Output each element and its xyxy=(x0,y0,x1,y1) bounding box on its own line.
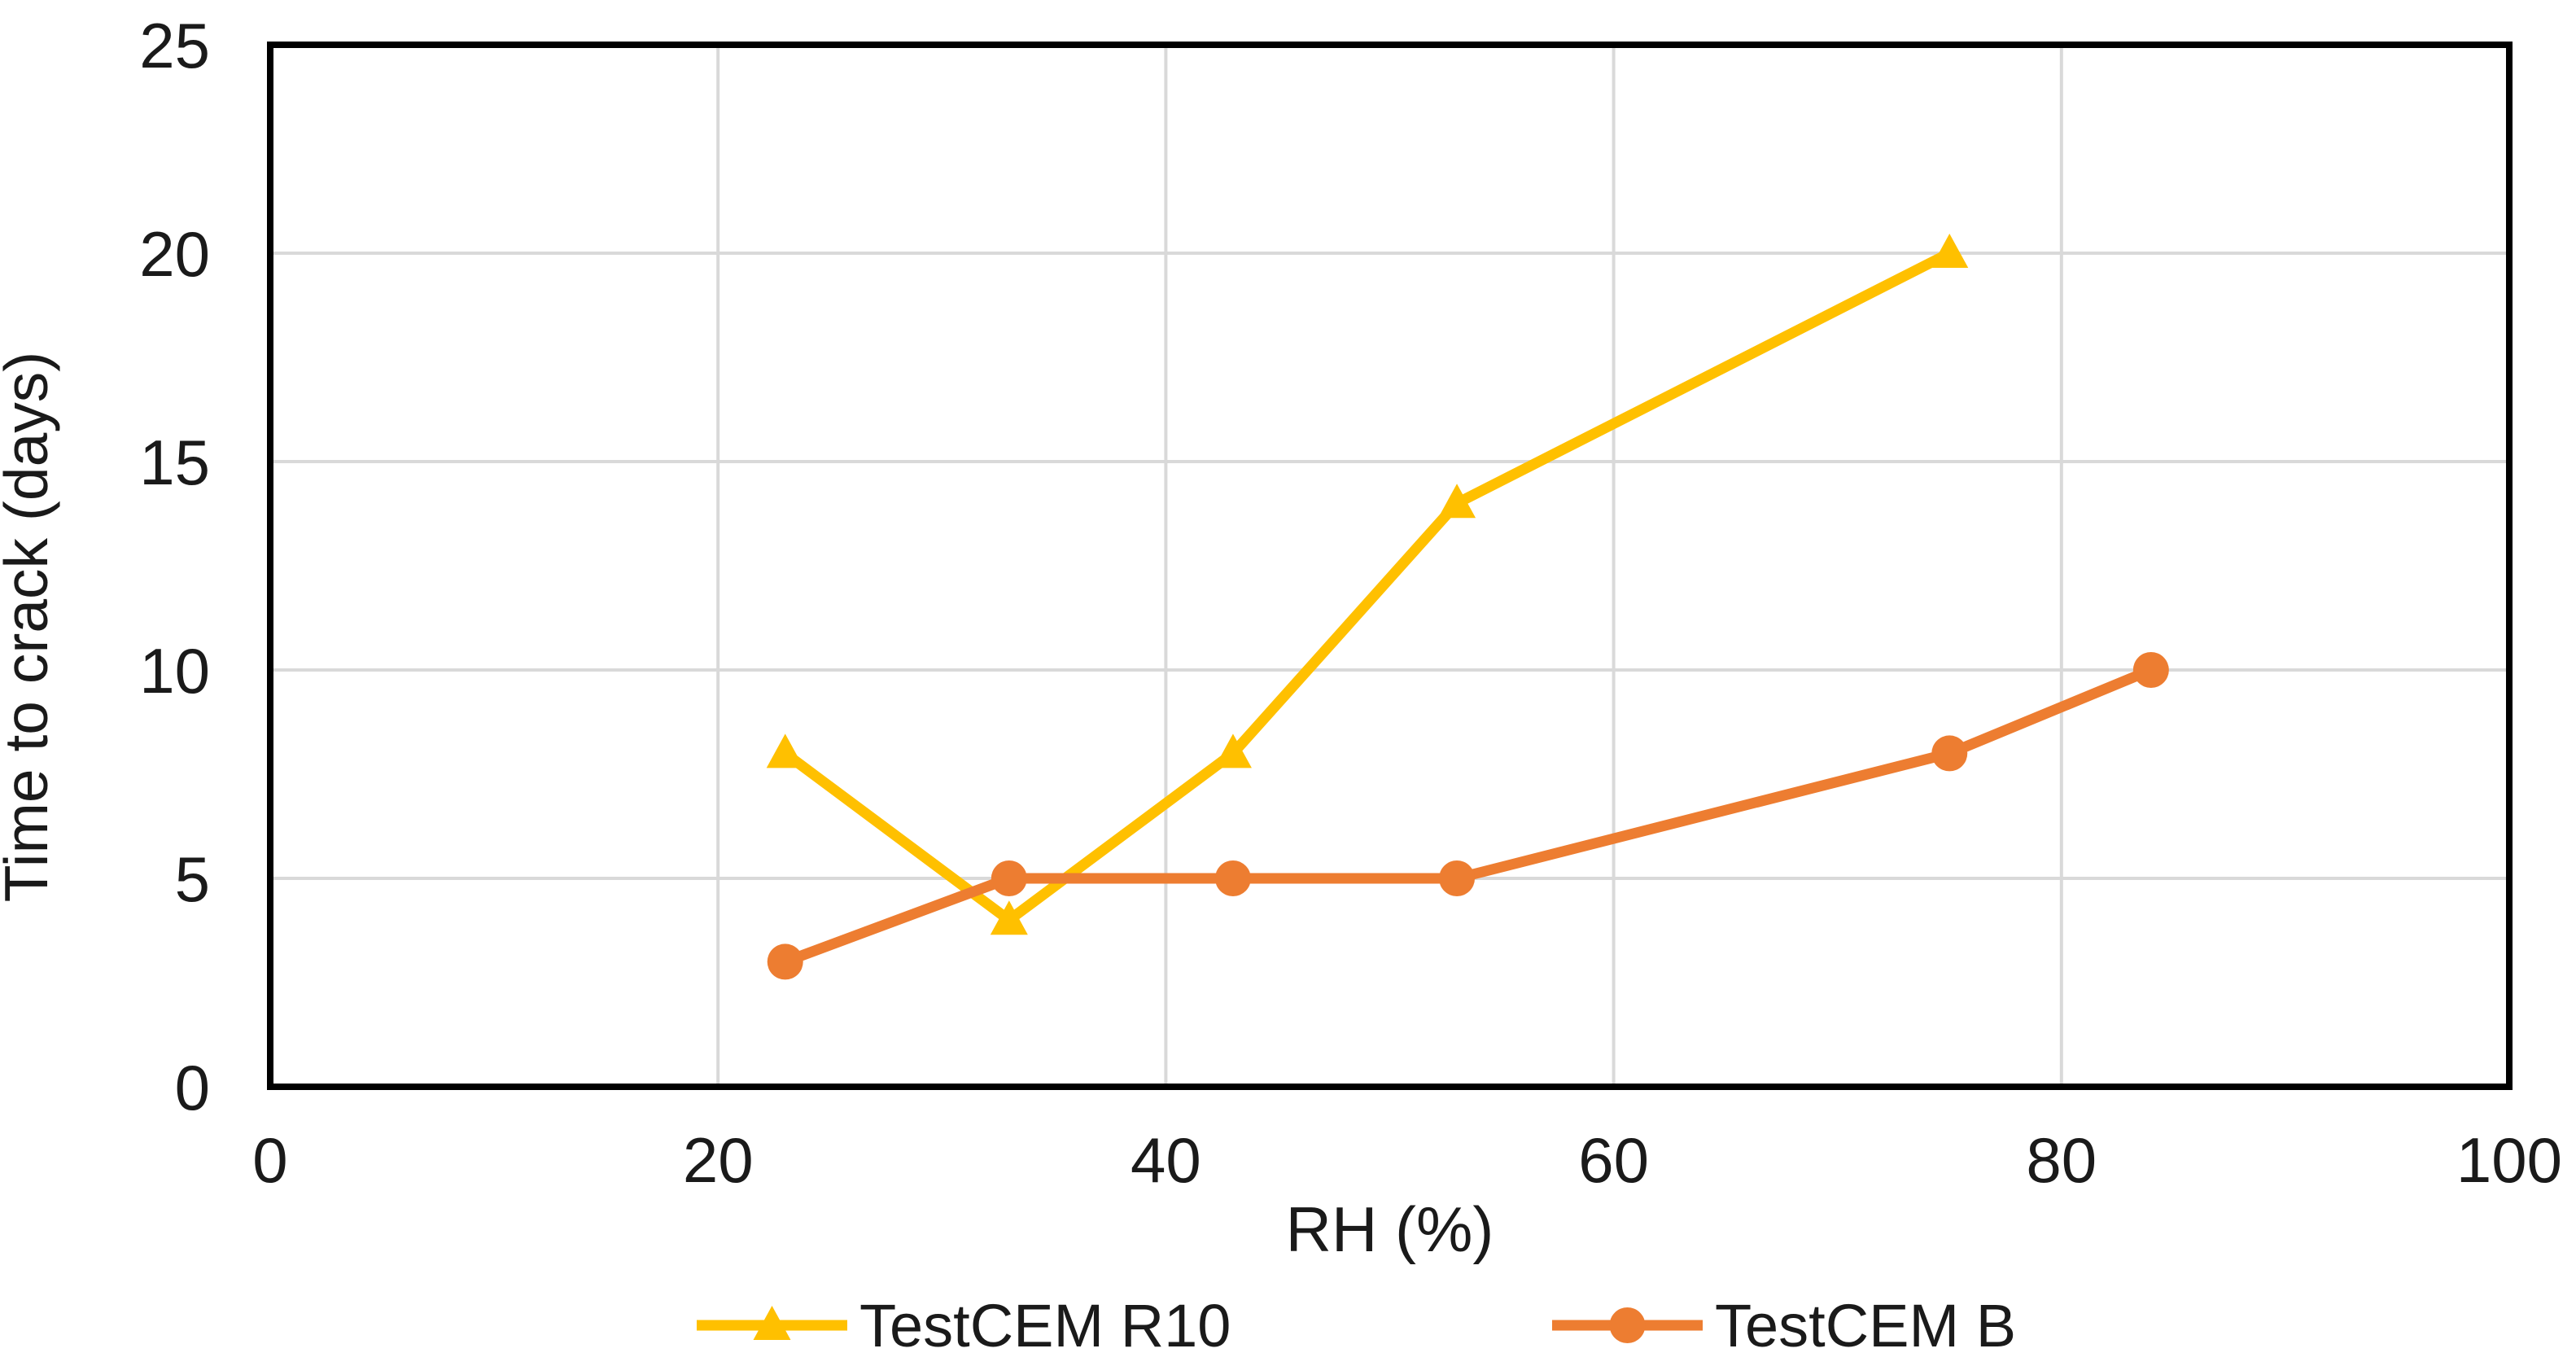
circle-marker-testcem-b xyxy=(1439,860,1476,896)
y-tick-label: 10 xyxy=(139,635,210,707)
y-tick-label: 0 xyxy=(175,1052,210,1123)
plot-border xyxy=(267,42,2513,1090)
x-tick-label: 60 xyxy=(1578,1124,1649,1196)
legend-label: TestCEM B xyxy=(1715,1292,2016,1359)
triangle-marker-testcem-r10 xyxy=(990,900,1028,935)
legend-item-testcem-b: TestCEM B xyxy=(1552,1292,2016,1359)
x-tick-label: 40 xyxy=(1131,1124,1201,1196)
x-tick-label: 0 xyxy=(252,1124,287,1196)
triangle-marker-testcem-r10 xyxy=(1214,733,1252,768)
x-axis-title: RH (%) xyxy=(1286,1193,1494,1265)
circle-marker-testcem-b xyxy=(2132,652,2169,688)
y-tick-label: 20 xyxy=(139,218,210,290)
series-testcem-b xyxy=(767,652,2169,980)
legend-item-testcem-r10: TestCEM R10 xyxy=(697,1292,1231,1359)
circle-marker-testcem-b xyxy=(767,944,803,980)
triangle-marker-testcem-r10 xyxy=(1931,234,1969,268)
legend-circle-marker xyxy=(1609,1307,1646,1343)
x-tick-label: 20 xyxy=(683,1124,754,1196)
triangle-marker-testcem-r10 xyxy=(1438,484,1476,519)
triangle-marker-testcem-r10 xyxy=(766,733,804,768)
circle-marker-testcem-b xyxy=(991,860,1027,896)
y-tick-label: 25 xyxy=(139,10,210,81)
legend: TestCEM R10 TestCEM B xyxy=(697,1292,2016,1359)
x-tick-label: 80 xyxy=(2026,1124,2097,1196)
series-line-testcem-r10 xyxy=(780,247,1955,926)
circle-marker-testcem-b xyxy=(1931,735,1968,772)
legend-triangle-marker xyxy=(753,1306,791,1340)
circle-marker-testcem-b xyxy=(1214,860,1251,896)
y-tick-label: 5 xyxy=(175,843,210,915)
legend-label: TestCEM R10 xyxy=(859,1292,1231,1359)
x-tick-label: 100 xyxy=(2456,1124,2562,1196)
y-axis-title: Time to crack (days) xyxy=(0,352,60,903)
series-testcem-r10 xyxy=(766,234,1969,935)
y-tick-label: 15 xyxy=(139,427,210,498)
series-line-testcem-b xyxy=(780,664,2157,967)
